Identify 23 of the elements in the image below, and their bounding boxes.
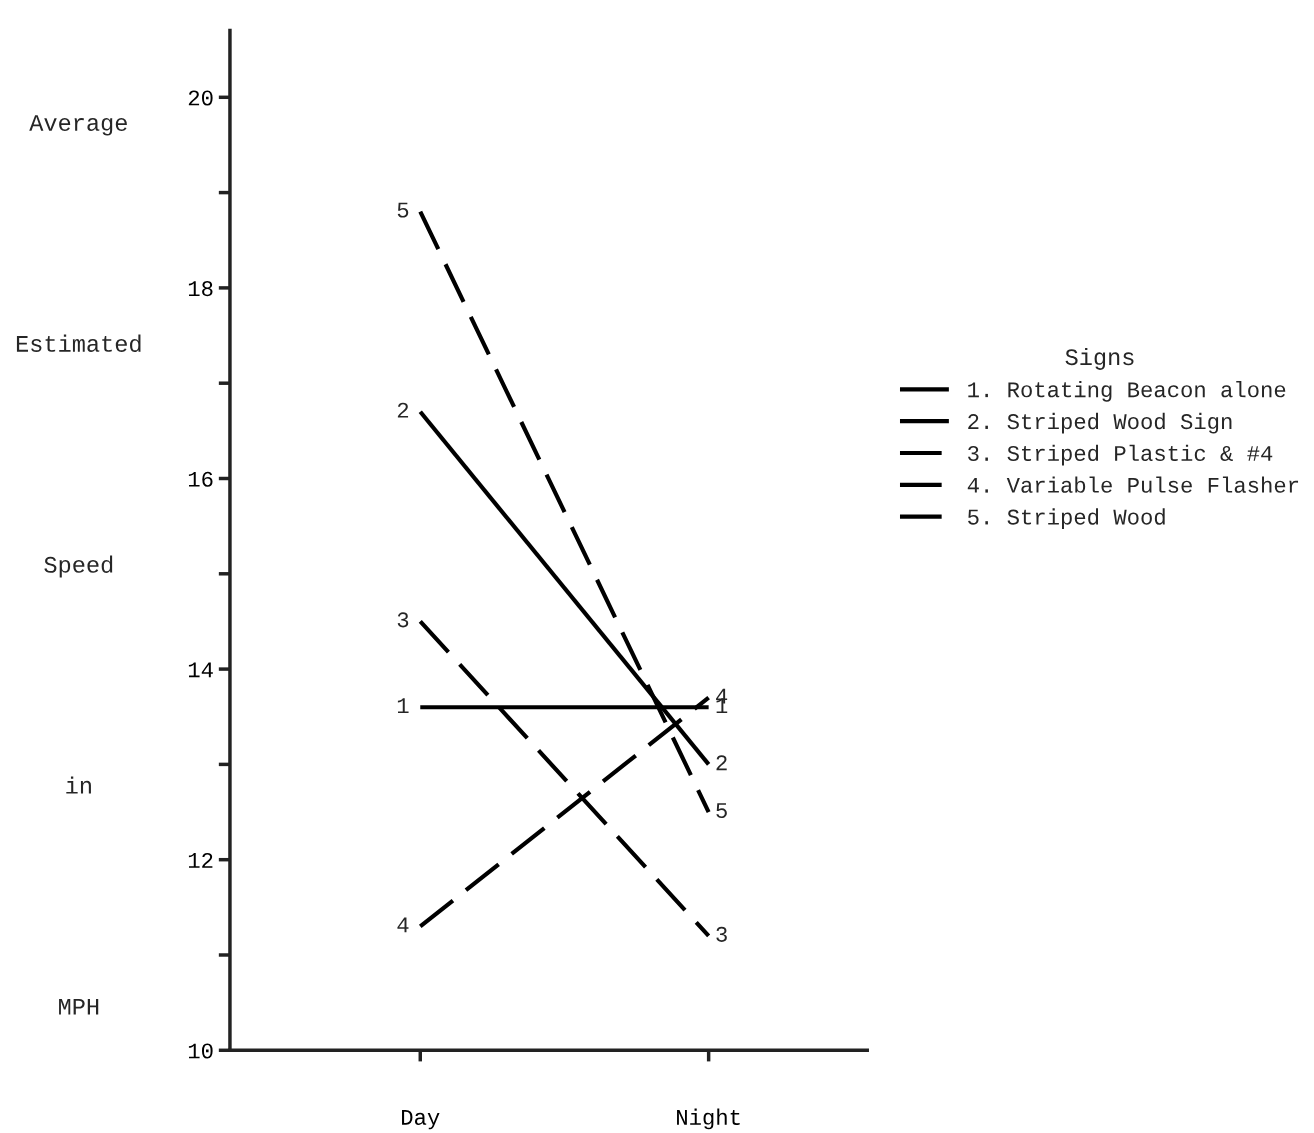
y-tick-label: 16	[188, 471, 213, 487]
y-tick-label: 20	[188, 90, 213, 106]
legend-label: 1. Rotating Beacon alone	[968, 381, 1286, 402]
legend-label: 5. Striped Wood	[968, 508, 1165, 530]
legend-label: 4. Variable Pulse Flasher	[967, 476, 1299, 493]
legend-label: 3. Striped Plastic & #4	[968, 444, 1273, 466]
annotation: 4	[397, 917, 409, 933]
legend-title: Signs	[1065, 347, 1134, 370]
annotation: 2	[716, 755, 727, 771]
y-tick-label: 14	[188, 662, 213, 678]
annotation: 3	[716, 926, 727, 942]
annotation: 5	[397, 202, 409, 218]
y-tick-label: 18	[188, 281, 213, 297]
legend-label: 2. Striped Wood Sign	[968, 412, 1232, 434]
annotation: 3	[397, 612, 409, 628]
x-tick-label: Night	[677, 1108, 740, 1130]
annotation: 5	[716, 803, 727, 819]
text: Average Estimated Speed in MPH	[16, 115, 141, 1015]
x-tick-label: Day	[402, 1110, 440, 1130]
y-tick-label: 12	[188, 852, 213, 868]
annotation: 1	[397, 698, 409, 713]
y-tick-label: 10	[188, 1043, 213, 1059]
annotation: 2	[397, 402, 409, 418]
